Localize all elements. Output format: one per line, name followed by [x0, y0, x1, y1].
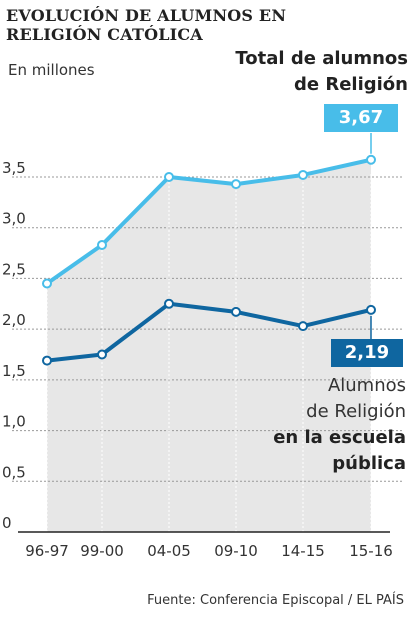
data-point	[42, 278, 52, 289]
data-point	[164, 298, 174, 309]
source-note: Fuente: Conferencia Episcopal / EL PAÍS	[147, 593, 404, 608]
chart-title: EVOLUCIÓN DE ALUMNOS EN RELIGIÓN CATÓLIC…	[6, 6, 287, 44]
public-label-line3: en la escuela	[273, 427, 406, 448]
total-value-badge: 3,67	[324, 104, 398, 132]
y-tick-label: 2,0	[2, 311, 26, 329]
data-point	[42, 355, 52, 366]
y-tick-label: 3,0	[2, 210, 26, 228]
y-tick-label: 3,5	[2, 159, 26, 177]
line-layer	[42, 133, 376, 366]
x-tick-label: 14-15	[281, 542, 325, 560]
data-point	[366, 154, 376, 165]
x-tick-label: 96-97	[25, 542, 69, 560]
series-line-1	[45, 157, 372, 286]
grid-layer	[12, 174, 404, 533]
data-point	[366, 304, 376, 315]
public-label-line1: Alumnos	[327, 375, 406, 396]
data-point	[231, 179, 241, 190]
data-point	[298, 169, 308, 180]
y-tick-label: 1,0	[2, 413, 26, 431]
series-line-2	[46, 301, 372, 363]
y-tick-label: 0,5	[2, 463, 26, 481]
x-tick-label: 15-16	[349, 542, 393, 560]
y-tick-label: 2,5	[2, 260, 26, 278]
total-series-label: Total de alumnos de Religión	[188, 46, 408, 98]
data-point	[97, 349, 107, 360]
public-label-line2: de Religión	[306, 401, 406, 422]
data-point	[97, 239, 107, 250]
x-tick-label: 04-05	[147, 542, 191, 560]
total-label-line1: Total de alumnos	[235, 48, 408, 69]
public-series-label: Alumnos de Religión en la escuela públic…	[186, 373, 406, 477]
public-value-badge: 2,19	[331, 339, 403, 367]
area-layer	[47, 159, 371, 532]
x-tick-label: 99-00	[80, 542, 124, 560]
y-tick-label: 1,5	[2, 362, 26, 380]
area-fill	[47, 159, 371, 532]
data-point	[231, 306, 241, 317]
total-label-line2: de Religión	[293, 74, 408, 95]
public-label-line4: pública	[332, 453, 406, 474]
data-point	[164, 172, 174, 182]
y-tick-label: 0	[2, 514, 12, 532]
chart-subtitle: En millones	[8, 61, 95, 79]
x-tick-label: 09-10	[214, 542, 258, 560]
data-point	[298, 321, 308, 332]
tick-layer: 0 0,5 1,0 1,5 2,0 2,5 3,0 3,5 96-97 99-00 04-05 09-…	[2, 159, 393, 560]
